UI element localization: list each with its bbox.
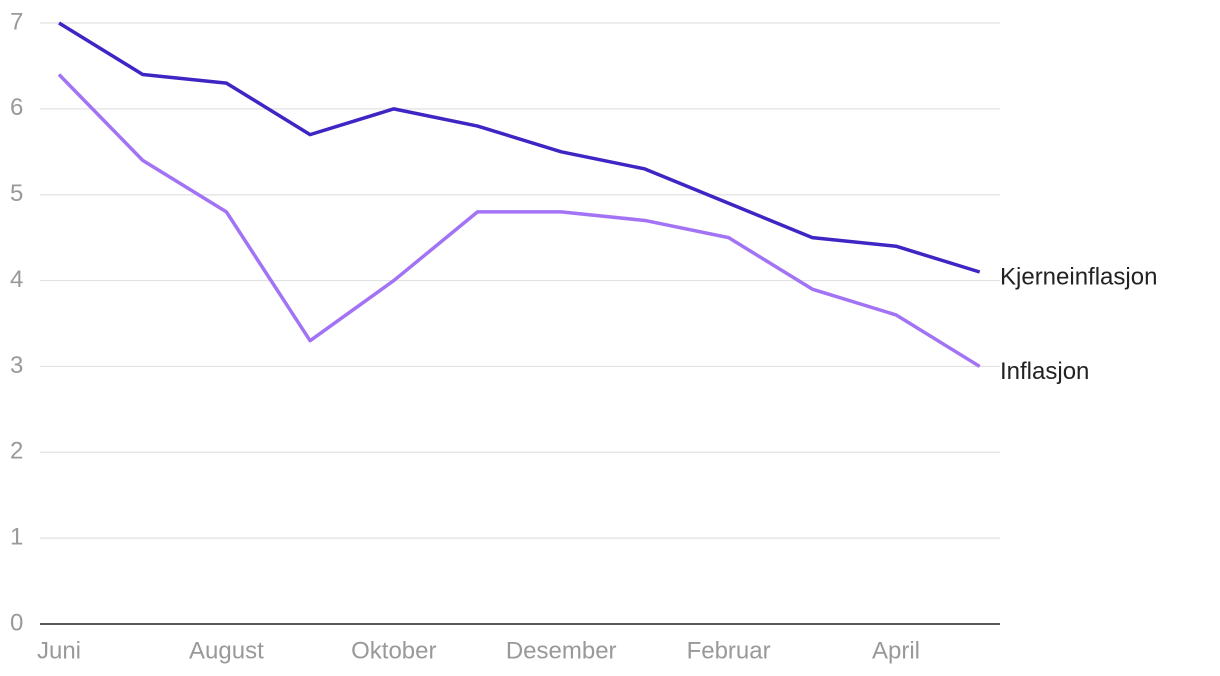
x-tick-label: August: [189, 637, 264, 664]
series-line: [57, 73, 981, 368]
y-tick-label: 6: [10, 94, 23, 121]
y-tick-label: 7: [10, 8, 23, 35]
x-tick-label: Desember: [506, 637, 617, 664]
y-tick-label: 0: [10, 609, 23, 636]
y-tick-label: 5: [10, 180, 23, 207]
y-tick-label: 2: [10, 438, 23, 465]
x-tick-label: Oktober: [351, 637, 436, 664]
series-label: Inflasjon: [1000, 358, 1089, 385]
series-label: Kjerneinflasjon: [1000, 263, 1157, 290]
series-line: [58, 21, 981, 274]
x-tick-label: April: [872, 637, 920, 664]
x-tick-label: Februar: [687, 637, 771, 664]
y-tick-label: 4: [10, 266, 23, 293]
x-tick-label: Juni: [37, 637, 81, 664]
y-tick-label: 1: [10, 523, 23, 550]
y-tick-label: 3: [10, 352, 23, 379]
